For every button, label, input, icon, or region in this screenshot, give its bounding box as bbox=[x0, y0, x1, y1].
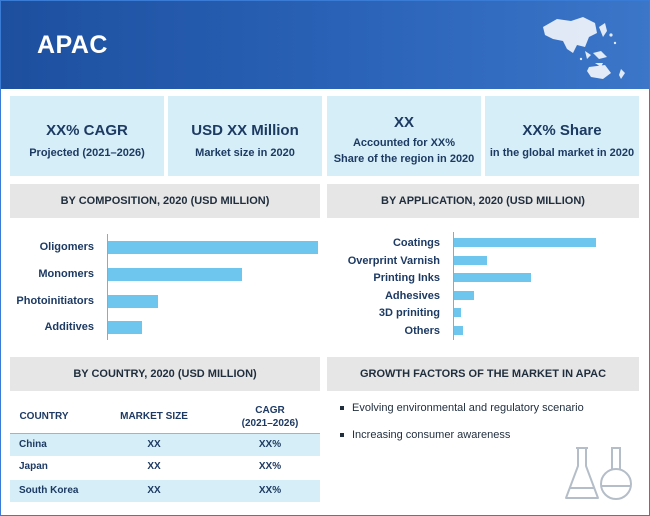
table-cell-cagr: XX% bbox=[258, 439, 282, 450]
kpi-regional-share-value: XX bbox=[393, 114, 414, 131]
growth-factor-text: Evolving environmental and regulatory sc… bbox=[352, 402, 584, 414]
country-column-header: COUNTRY bbox=[19, 411, 69, 422]
application-label-others: Others bbox=[404, 325, 440, 337]
application-label-overprint-varnish: Overprint Varnish bbox=[347, 255, 440, 267]
cagr-column-header: CAGR (2021–2026) bbox=[220, 404, 320, 430]
kpi-global-share-value: XX% Share bbox=[522, 122, 602, 139]
kpi-global-share-card: XX% Share in the global market in 2020 bbox=[485, 96, 639, 176]
application-label-3d-printing: 3D priniting bbox=[378, 307, 440, 319]
page-title: APAC bbox=[37, 31, 108, 59]
application-axis bbox=[453, 232, 454, 340]
table-cell-country: Japan bbox=[19, 461, 48, 472]
table-cell-market-size: XX bbox=[147, 439, 161, 450]
kpi-cagr-card: XX% CAGR Projected (2021–2026) bbox=[10, 96, 164, 176]
application-bar-others bbox=[454, 326, 463, 335]
composition-panel-title: BY COMPOSITION, 2020 (USD MILLION) bbox=[10, 184, 320, 218]
bullet-icon bbox=[340, 433, 344, 438]
growth-factor-item: Evolving environmental and regulatory sc… bbox=[340, 402, 584, 414]
bullet-icon bbox=[340, 406, 344, 411]
kpi-regional-share-card: XX Accounted for XX% Share of the region… bbox=[327, 96, 481, 176]
table-row: Japan XX XX% bbox=[10, 456, 320, 478]
lab-flask-icon bbox=[565, 447, 632, 500]
composition-bar-additives bbox=[108, 321, 142, 334]
header-banner: APAC bbox=[1, 1, 649, 89]
table-cell-cagr: XX% bbox=[258, 485, 282, 496]
composition-label-photoinitiators: Photoinitiators bbox=[16, 295, 94, 307]
table-cell-country: South Korea bbox=[19, 485, 79, 496]
application-panel-title: BY APPLICATION, 2020 (USD MILLION) bbox=[327, 184, 639, 218]
composition-label-additives: Additives bbox=[44, 321, 94, 333]
country-table: COUNTRY MARKET SIZE CAGR (2021–2026) Chi… bbox=[10, 398, 320, 502]
composition-bar-monomers bbox=[108, 268, 243, 281]
table-cell-country: China bbox=[19, 439, 47, 450]
table-row: South Korea XX XX% bbox=[10, 480, 320, 502]
application-label-adhesives: Adhesives bbox=[384, 290, 440, 302]
composition-axis bbox=[107, 234, 108, 340]
composition-label-monomers: Monomers bbox=[38, 268, 94, 280]
apac-map-icon bbox=[543, 17, 625, 79]
application-label-printing-inks: Printing Inks bbox=[373, 272, 440, 284]
growth-factor-text: Increasing consumer awareness bbox=[352, 429, 511, 441]
table-cell-cagr: XX% bbox=[258, 461, 282, 472]
growth-panel-title: GROWTH FACTORS OF THE MARKET IN APAC bbox=[327, 357, 639, 391]
application-bar-coatings bbox=[454, 238, 596, 247]
table-row: China XX XX% bbox=[10, 434, 320, 456]
kpi-cagr-caption: Projected (2021–2026) bbox=[29, 147, 145, 159]
application-bar-printing-inks bbox=[454, 273, 531, 282]
composition-bar-oligomers bbox=[108, 241, 318, 254]
kpi-market-size-card: USD XX Million Market size in 2020 bbox=[168, 96, 322, 176]
application-label-coatings: Coatings bbox=[392, 237, 440, 249]
kpi-cagr-value: XX% CAGR bbox=[46, 122, 128, 139]
kpi-market-size-value: USD XX Million bbox=[191, 122, 299, 139]
application-bar-adhesives bbox=[454, 291, 474, 300]
kpi-regional-share-caption-1: Accounted for XX% bbox=[352, 137, 456, 149]
composition-bar-photoinitiators bbox=[108, 295, 159, 308]
growth-factor-item: Increasing consumer awareness bbox=[340, 429, 510, 441]
cagr-header-line-1: CAGR bbox=[255, 405, 285, 416]
composition-label-oligomers: Oligomers bbox=[39, 241, 94, 253]
cagr-header-line-2: (2021–2026) bbox=[241, 418, 299, 429]
country-table-header: COUNTRY MARKET SIZE CAGR (2021–2026) bbox=[10, 398, 320, 434]
table-cell-market-size: XX bbox=[147, 461, 161, 472]
kpi-market-size-caption: Market size in 2020 bbox=[195, 147, 295, 159]
market-size-column-header: MARKET SIZE bbox=[120, 411, 188, 422]
country-panel-title: BY COUNTRY, 2020 (USD MILLION) bbox=[10, 357, 320, 391]
application-bar-3d-printing bbox=[454, 308, 462, 317]
table-cell-market-size: XX bbox=[147, 485, 161, 496]
application-bar-overprint-varnish bbox=[454, 256, 487, 265]
kpi-global-share-caption: in the global market in 2020 bbox=[489, 147, 635, 159]
kpi-regional-share-caption-2: Share of the region in 2020 bbox=[333, 153, 475, 165]
